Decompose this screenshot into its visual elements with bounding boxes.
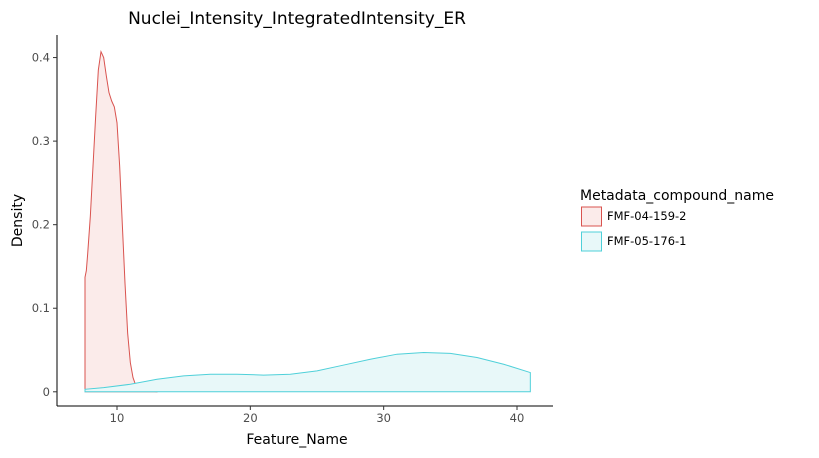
x-axis-title: Feature_Name [246, 432, 347, 448]
chart-title: Nuclei_Intensity_IntegratedIntensity_ER [128, 9, 466, 29]
y-tick-label: 0 [43, 385, 50, 399]
y-axis-title: Density [10, 194, 26, 247]
plot-area [84, 49, 531, 393]
x-tick-label: 10 [110, 411, 125, 425]
y-tick-label: 0.4 [32, 51, 50, 65]
density-area-1 [84, 49, 158, 393]
legend-key-2 [581, 231, 602, 252]
legend-label-1: FMF-04-159-2 [607, 209, 687, 223]
x-tick-label: 20 [243, 411, 258, 425]
y-tick-label: 0.1 [32, 301, 50, 315]
density-area-2 [84, 352, 531, 393]
x-tick-label: 40 [510, 411, 525, 425]
legend-title: Metadata_compound_name [580, 188, 774, 204]
y-tick-label: 0.2 [32, 218, 50, 232]
y-tick-label: 0.3 [32, 134, 50, 148]
axes: 0 0.1 0.2 0.3 0.4 10 20 30 40 [32, 35, 553, 425]
legend-key-1 [581, 206, 602, 227]
legend-label-2: FMF-05-176-1 [607, 234, 687, 248]
legend: Metadata_compound_name FMF-04-159-2 FMF-0… [580, 188, 774, 252]
x-tick-label: 30 [376, 411, 391, 425]
